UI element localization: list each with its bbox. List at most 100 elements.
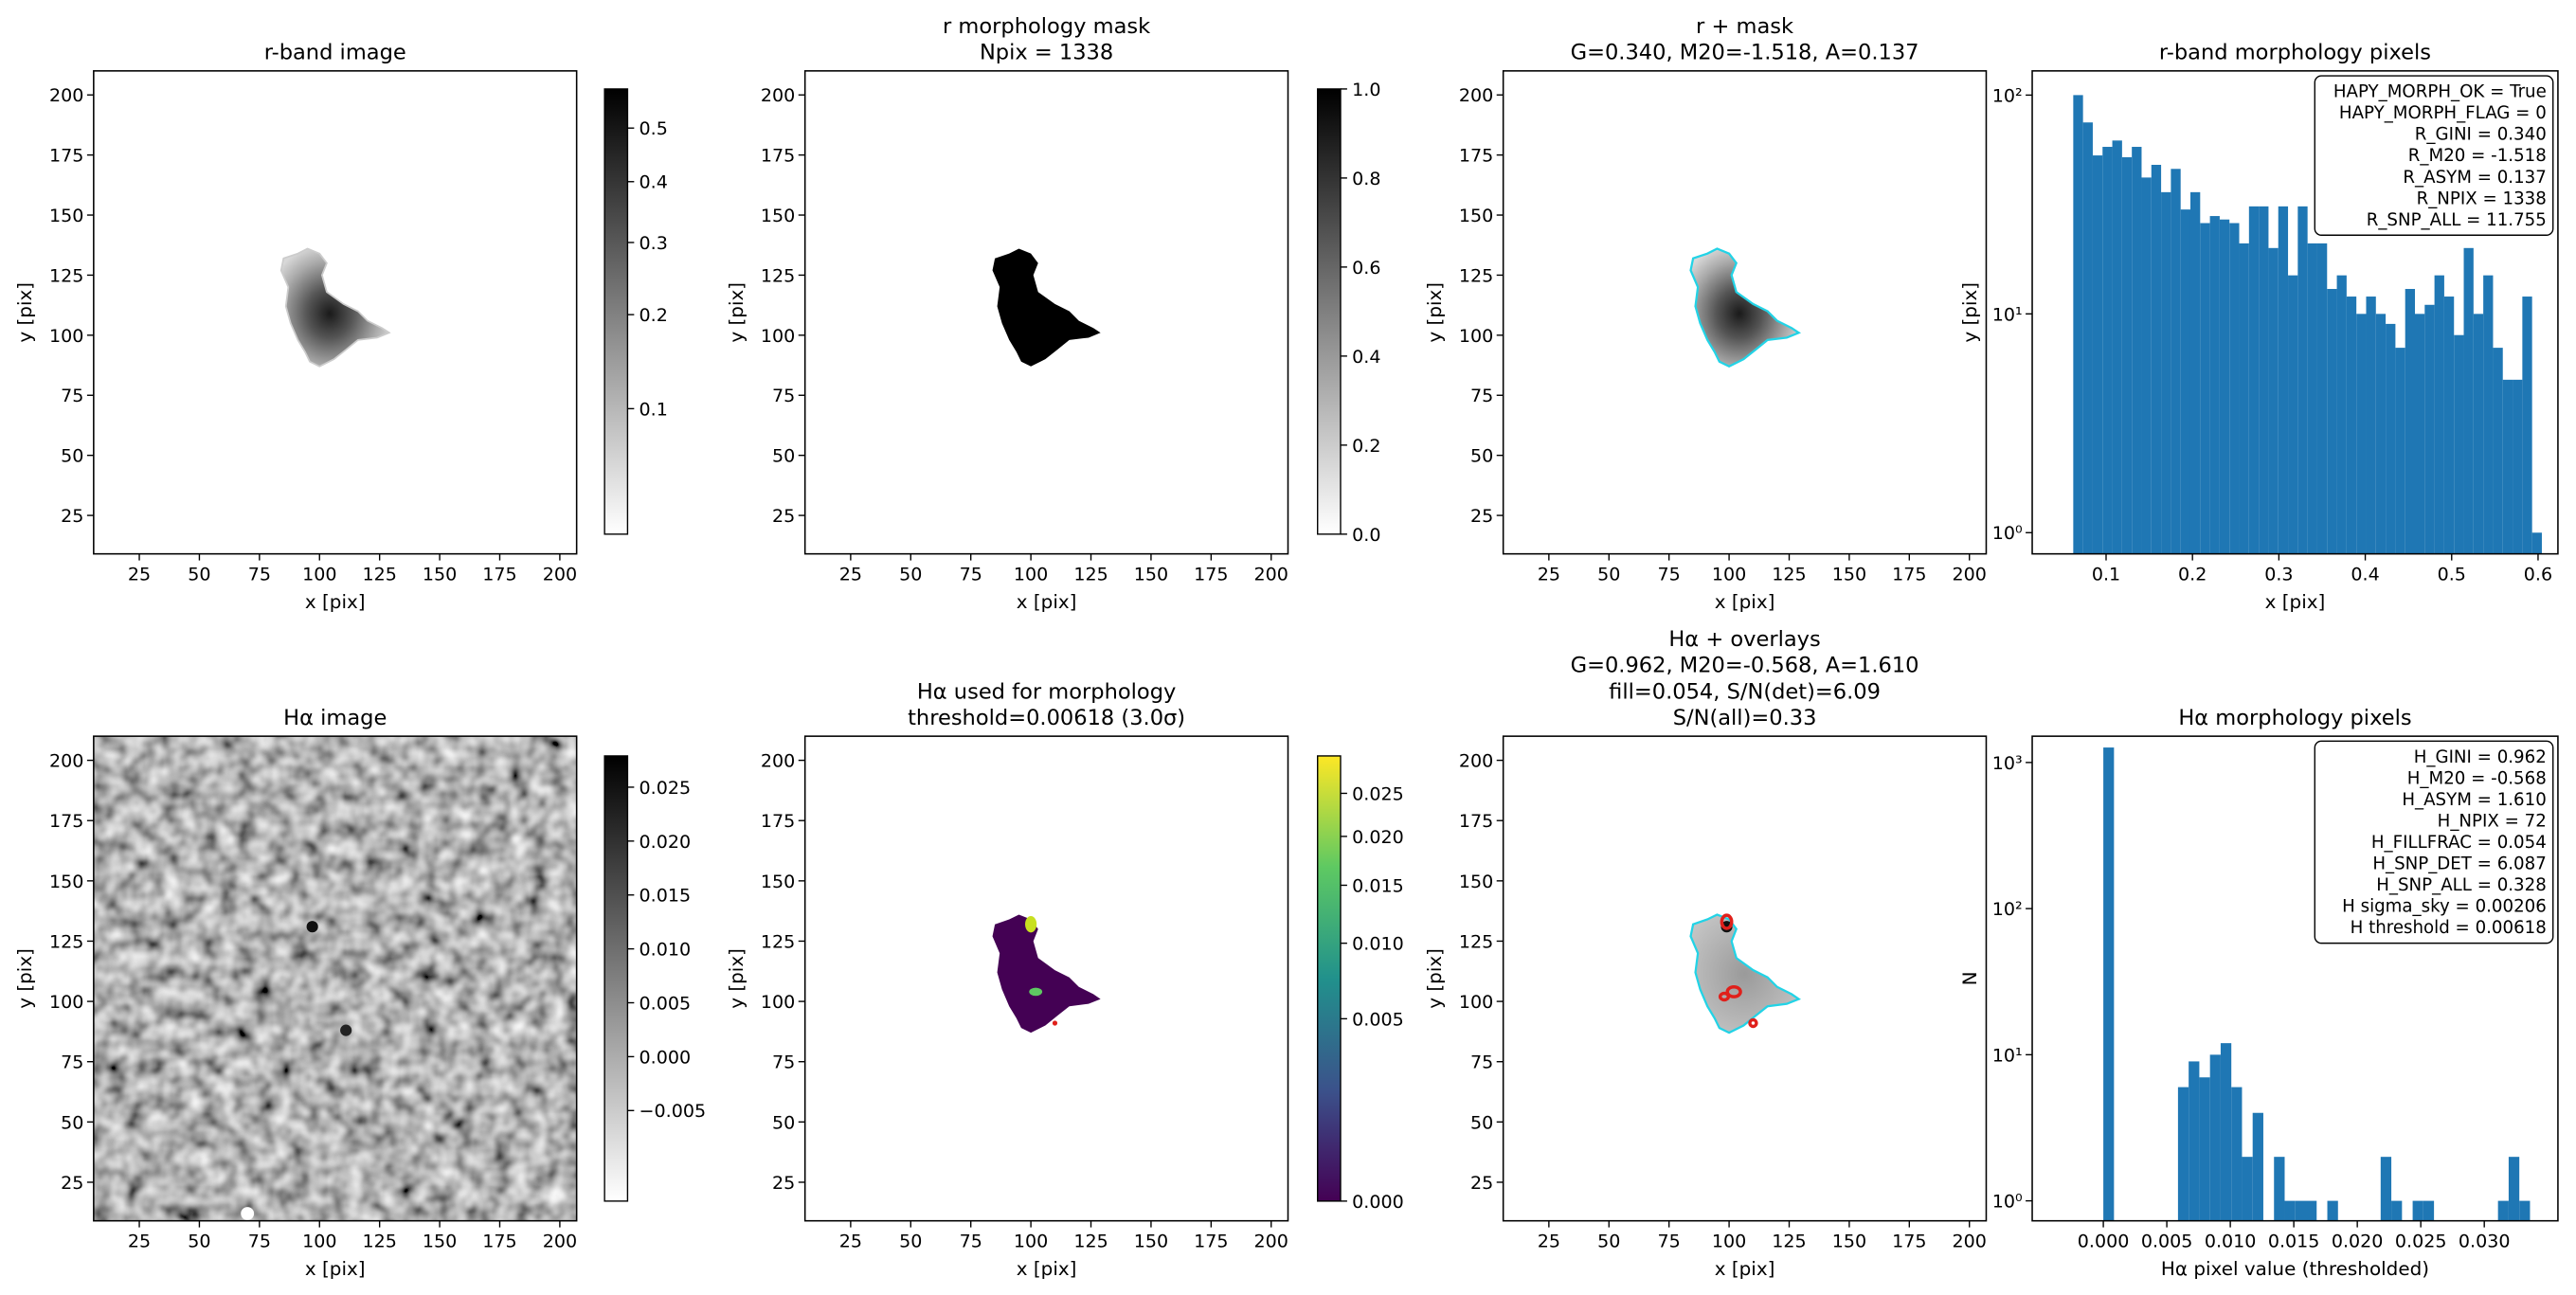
- bar: [2295, 1200, 2307, 1221]
- y-axis-label: y [pix]: [1958, 282, 1981, 343]
- panel-title: r + mask: [1696, 14, 1793, 39]
- axes-frame: [1502, 735, 1988, 1222]
- annotation-line: H_M20 = -0.568: [2407, 768, 2547, 788]
- x-tick-label: 175: [1194, 1231, 1228, 1251]
- colorbar-tick-label: 0.010: [639, 940, 692, 961]
- x-tick-label: 0.025: [2395, 1231, 2447, 1251]
- panel-title: S/N(all)=0.33: [1673, 706, 1817, 730]
- panel: 25 50 75 100 125 150 175 200 25 50 75 100 125 150 175 2…: [725, 14, 1381, 613]
- x-tick-label: 150: [423, 564, 457, 585]
- panel: 25 50 75 100 125 150 175 200 25 50 75 100 125 150 175 2…: [725, 679, 1404, 1280]
- y-tick-label: 125: [1459, 931, 1493, 952]
- bar: [2288, 275, 2298, 554]
- plot-area: [279, 247, 391, 368]
- axes-frame: [803, 735, 1289, 1222]
- y-tick-label: 75: [1470, 386, 1493, 406]
- detected-region: [1725, 984, 1742, 998]
- annotation-line: H_ASYM = 1.610: [2402, 790, 2546, 810]
- bar: [2519, 1200, 2531, 1221]
- bar: [2103, 747, 2115, 1221]
- mask: [992, 248, 1101, 367]
- bar: [2151, 165, 2162, 554]
- bar: [2307, 243, 2317, 554]
- bar: [2297, 206, 2308, 554]
- y-tick-label: 125: [1459, 265, 1493, 286]
- x-tick-label: 0.015: [2268, 1231, 2320, 1251]
- bar: [2259, 206, 2269, 554]
- bar: [2497, 1200, 2509, 1221]
- noise-image: [93, 736, 577, 1221]
- y-tick-label: 175: [1459, 146, 1493, 167]
- y-tick-label: 75: [61, 386, 83, 406]
- y-tick-label: 150: [761, 872, 795, 892]
- bar: [2209, 216, 2220, 554]
- y-tick-label: 175: [761, 811, 795, 832]
- x-tick-label: 200: [1254, 564, 1288, 585]
- panel-title: threshold=0.00618 (3.0σ): [908, 706, 1185, 730]
- bar: [2306, 1200, 2317, 1221]
- y-tick-label: 10²: [1992, 899, 2023, 920]
- y-axis-label: y [pix]: [725, 948, 748, 1009]
- bar: [2180, 209, 2190, 554]
- colorbar-tick-label: 0.8: [1352, 169, 1380, 189]
- y-tick-label: 25: [772, 506, 795, 527]
- y-tick-label: 50: [61, 446, 83, 467]
- y-tick-label: 10¹: [1992, 304, 2023, 325]
- panel-title: Hα morphology pixels: [2178, 706, 2411, 730]
- colorbar-tick-label: 0.2: [1352, 436, 1380, 457]
- y-tick-label: 25: [772, 1173, 795, 1194]
- panel-title: fill=0.054, S/N(det)=6.09: [1609, 679, 1881, 704]
- plot-area: [2073, 95, 2542, 554]
- dark-spot: [306, 921, 318, 933]
- panel: 0.000 0.005 0.010 0.015 0.020 0.025 0.030 10⁰ 10…: [1958, 706, 2559, 1280]
- colorbar-tick-label: 1.0: [1352, 80, 1380, 100]
- x-tick-label: 75: [960, 1231, 982, 1251]
- bar: [2284, 1200, 2296, 1221]
- panel-title: G=0.340, M20=-1.518, A=0.137: [1571, 41, 1919, 65]
- bar: [2356, 314, 2367, 554]
- annotation-box: [2314, 75, 2554, 236]
- bar: [2112, 140, 2122, 554]
- y-tick-label: 150: [49, 206, 83, 226]
- bar: [2424, 304, 2435, 554]
- bar: [2252, 1112, 2263, 1221]
- y-tick-label: 100: [1459, 992, 1493, 1013]
- galaxy: [280, 248, 389, 367]
- y-tick-label: 25: [1470, 506, 1493, 527]
- y-tick-label: 75: [772, 1052, 795, 1073]
- colorbar-tick-label: 0.020: [639, 832, 692, 853]
- x-tick-label: 100: [1014, 1231, 1048, 1251]
- panel: 25 50 75 100 125 150 175 200 25 50 75 100 125 150 175 2…: [1423, 627, 1988, 1280]
- bar: [2316, 243, 2328, 554]
- x-tick-label: 75: [1658, 564, 1681, 585]
- bar: [2415, 314, 2425, 554]
- plot-area: [992, 914, 1101, 1034]
- x-tick-label: 100: [1014, 564, 1048, 585]
- y-axis-label: N: [1958, 971, 1981, 985]
- colorbar-tick-label: 0.0: [1352, 525, 1380, 546]
- annotation-line: H_SNP_DET = 6.087: [2372, 854, 2546, 874]
- x-tick-label: 50: [1597, 564, 1620, 585]
- x-tick-label: 0.1: [2092, 564, 2120, 585]
- spot: [1029, 987, 1043, 997]
- y-tick-label: 100: [761, 992, 795, 1013]
- y-tick-label: 100: [49, 326, 83, 347]
- bar: [2473, 314, 2484, 554]
- y-tick-label: 125: [49, 931, 83, 952]
- y-tick-label: 100: [761, 326, 795, 347]
- bar: [2200, 223, 2210, 554]
- y-tick-label: 75: [1470, 1052, 1493, 1073]
- bar: [2132, 147, 2142, 554]
- axes-frame: [803, 70, 1289, 555]
- colorbar-tick-label: 0.1: [639, 399, 668, 420]
- x-tick-label: 25: [128, 1231, 151, 1251]
- y-axis-label: y [pix]: [1423, 948, 1446, 1009]
- y-tick-label: 10⁰: [1992, 1192, 2023, 1213]
- colorbar: [603, 88, 629, 535]
- x-tick-label: 0.4: [2351, 564, 2379, 585]
- bar: [2268, 247, 2279, 554]
- x-tick-label: 175: [1194, 564, 1228, 585]
- y-tick-label: 25: [61, 1173, 83, 1194]
- bar: [2405, 289, 2416, 554]
- panel-title: r-band image: [264, 41, 406, 65]
